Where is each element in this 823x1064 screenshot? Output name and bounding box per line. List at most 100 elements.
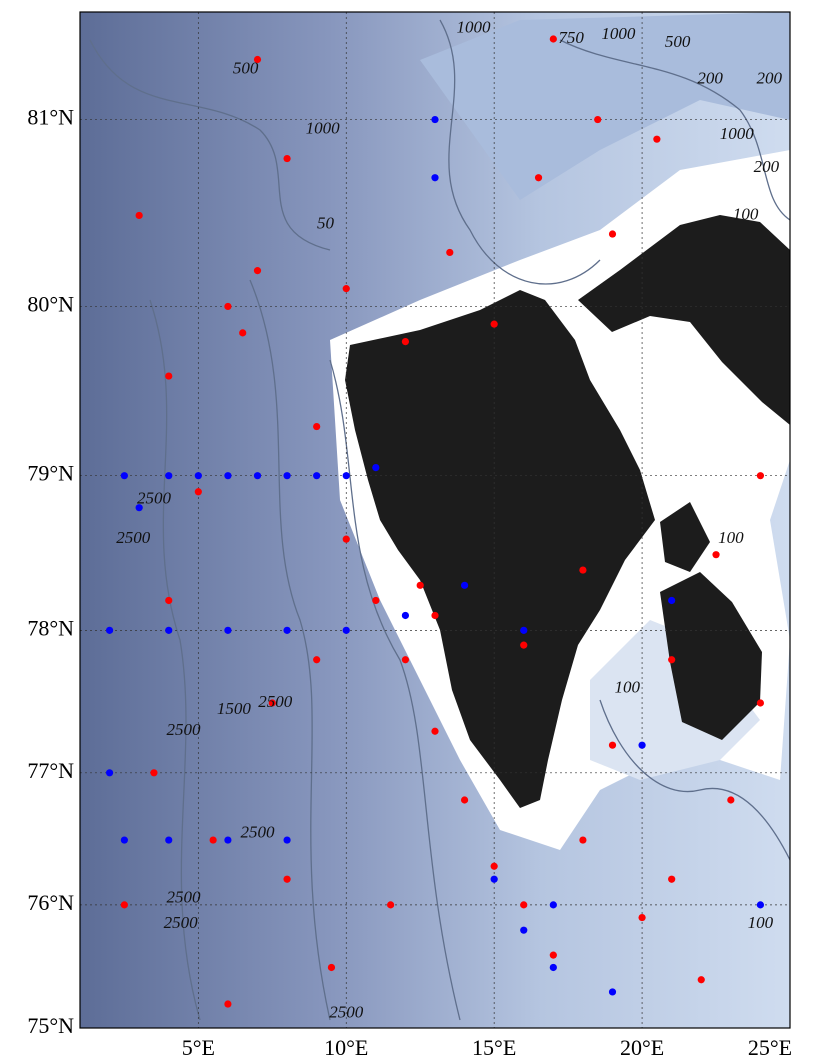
station <box>224 626 232 634</box>
station <box>313 422 321 431</box>
contour-line <box>149 299 201 1021</box>
station <box>579 836 587 844</box>
station <box>549 901 557 909</box>
station <box>135 211 143 220</box>
station <box>209 836 217 844</box>
station <box>313 656 321 664</box>
station <box>520 641 528 649</box>
station <box>283 626 291 634</box>
station <box>150 769 158 777</box>
station <box>165 836 173 844</box>
contour-label: 1500 <box>217 699 252 718</box>
contour-label: 100 <box>748 913 774 932</box>
station <box>224 472 232 480</box>
contour-label: 2500 <box>258 692 293 711</box>
x-tick-label: 25°E <box>748 1035 792 1060</box>
station <box>253 472 262 480</box>
spitsbergen <box>345 290 655 808</box>
station <box>549 951 557 959</box>
contour-label: 1000 <box>456 18 491 37</box>
station <box>372 463 380 472</box>
station <box>342 626 350 634</box>
contour-label: 2500 <box>116 528 151 547</box>
station <box>520 901 528 909</box>
station <box>608 741 617 749</box>
station <box>224 1000 232 1008</box>
map-area: 500 1000 1000 750 1000 500 200 200 1000 200 100 50 2… <box>80 12 790 1028</box>
station <box>756 699 765 707</box>
station <box>401 338 410 346</box>
station <box>387 901 395 909</box>
station <box>416 581 424 589</box>
station <box>638 741 646 749</box>
stations <box>105 35 765 1008</box>
shelf <box>420 12 790 200</box>
station <box>372 596 380 605</box>
contour-labels: 500 1000 1000 750 1000 500 200 200 1000 200 100 50 2… <box>116 18 782 1022</box>
x-tick-label: 20°E <box>620 1035 664 1060</box>
station <box>105 626 114 634</box>
barentsoya <box>660 502 710 572</box>
station <box>594 115 602 124</box>
contour-label: 2500 <box>164 913 199 932</box>
station <box>342 285 350 293</box>
station <box>194 472 202 480</box>
contour-line <box>329 359 461 1021</box>
station <box>401 611 410 620</box>
station <box>120 901 128 909</box>
station <box>490 320 498 328</box>
station <box>401 656 410 664</box>
station <box>120 836 128 844</box>
contour-line <box>439 19 601 285</box>
station <box>712 551 720 559</box>
station <box>327 963 336 972</box>
y-tick-label: 75°N <box>27 1013 74 1038</box>
edgeoya <box>660 572 762 740</box>
contour-label: 1000 <box>601 24 636 43</box>
station <box>446 248 454 257</box>
station <box>342 472 350 480</box>
station <box>165 372 173 380</box>
station <box>490 862 498 870</box>
contour-label: 1000 <box>306 118 341 137</box>
contour-label: 200 <box>697 69 723 88</box>
station <box>239 329 247 337</box>
contour-label: 100 <box>615 678 641 697</box>
station <box>727 796 735 804</box>
station <box>283 875 291 883</box>
station <box>313 472 321 480</box>
contour-label: 100 <box>733 204 759 223</box>
station <box>608 230 617 238</box>
y-tick-label: 78°N <box>27 615 74 640</box>
station <box>460 796 469 804</box>
station <box>283 154 291 163</box>
station <box>165 626 173 634</box>
contour-label: 500 <box>665 32 691 51</box>
contour-label: 200 <box>754 157 780 176</box>
station <box>653 135 661 143</box>
x-tick-label: 10°E <box>324 1035 368 1060</box>
station <box>431 174 439 182</box>
contour-label: 750 <box>558 28 584 47</box>
station <box>283 472 291 480</box>
station <box>608 988 617 996</box>
frame <box>79 11 791 1029</box>
contour-label: 1000 <box>720 124 755 143</box>
station <box>224 302 232 311</box>
contour-label: 2500 <box>167 887 202 906</box>
station <box>194 488 202 496</box>
y-tick-label: 76°N <box>27 890 74 915</box>
station <box>165 472 173 480</box>
station <box>756 901 765 909</box>
contour-label: 100 <box>718 528 744 547</box>
contour-label: 500 <box>233 59 259 78</box>
x-tick-label: 5°E <box>182 1035 215 1060</box>
contour-label: 2500 <box>137 489 172 508</box>
station <box>668 596 676 605</box>
nordaustlandet <box>578 215 790 425</box>
station <box>549 963 557 972</box>
station <box>638 913 646 922</box>
station <box>135 504 143 512</box>
station <box>697 976 705 984</box>
